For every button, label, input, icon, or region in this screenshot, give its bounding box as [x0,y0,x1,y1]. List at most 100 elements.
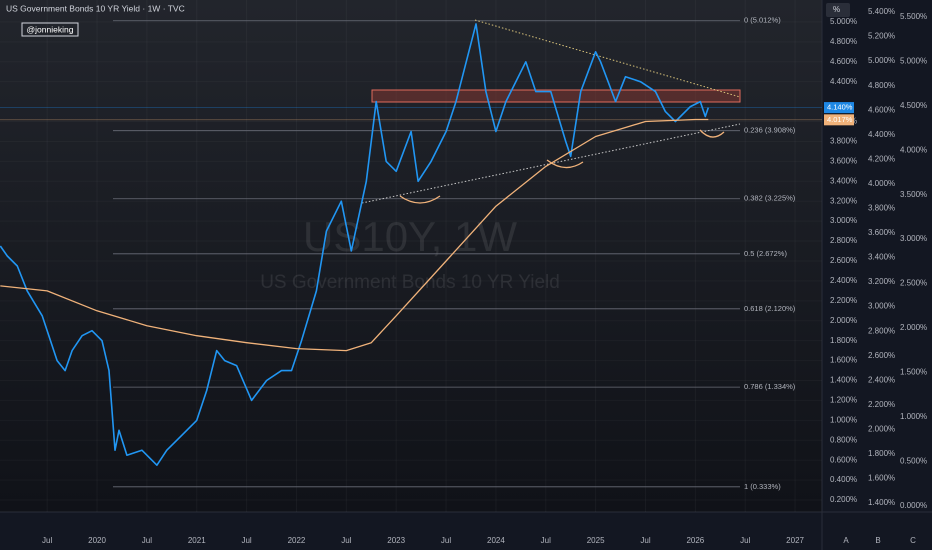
y-tick-label: 1.500% [900,368,927,377]
y-tick-label: 2.600% [830,256,857,265]
arc-annotation [399,195,441,204]
unit-box [826,3,850,17]
y-tick-label: 4.800% [868,81,895,90]
y-tick-label: 0.600% [830,455,857,464]
y-tick-label: 1.600% [868,474,895,483]
y-tick-label: 3.800% [830,137,857,146]
y-tick-label: 4.400% [830,77,857,86]
x-tick-label: Jul [341,536,351,545]
price-scale [822,0,932,550]
fib-label: 0.236 (3.908%) [744,126,796,135]
y-tick-label: 1.400% [868,498,895,507]
author-box [21,22,79,37]
x-tick-label: Jul [541,536,551,545]
y-tick-label: 1.200% [830,396,857,405]
y-tick-label: 4.000% [900,145,927,154]
y-tick-label: 3.800% [868,204,895,213]
unit-label: % [833,5,840,14]
fib-group [113,20,740,488]
price-line [0,23,710,466]
time-scale [0,512,822,550]
scale-label: A [843,536,849,545]
fib-label: 0.382 (3.225%) [744,194,796,203]
x-tick-label: 2021 [188,536,206,545]
watermark: US10Y, 1W [303,213,517,260]
grid [0,0,822,512]
fib-label: 0.5 (2.672%) [744,249,787,258]
axes: Jul 2020 Jul 2021 Jul 2022 Jul 2023 Jul 2024 Jul 20… [42,7,927,545]
price-box-label: 4.017% [827,115,853,124]
y-tick-label: 1.400% [830,376,857,385]
y-tick-label: 3.200% [868,277,895,286]
price-box [824,102,854,114]
y-tick-label: 0.000% [900,501,927,510]
plot-background [0,0,822,512]
y-tick-label: 1.000% [900,412,927,421]
x-tick-label: 2026 [686,536,704,545]
trendline [474,19,741,98]
x-tick-label: Jul [441,536,451,545]
arc-annotation [699,129,725,138]
y-tick-label: 4.400% [868,130,895,139]
moving-average [0,118,709,352]
y-tick-label: 2.800% [868,326,895,335]
author: @jonnieking [27,24,74,34]
fib-label: 1 (0.333%) [744,482,781,491]
y-tick-label: 2.000% [868,424,895,433]
x-tick-label: Jul [740,536,750,545]
y-tick-label: 3.600% [868,228,895,237]
x-tick-label: Jul [142,536,152,545]
scale-label: B [875,536,880,545]
y-tick-label: 3.500% [900,190,927,199]
fib-label: 0 (5.012%) [744,16,781,25]
x-tick-label: 2020 [88,536,106,545]
y-tick-label: 5.500% [900,12,927,21]
resistance-zone [371,89,741,103]
y-tick-label: 0.800% [830,435,857,444]
y-tick-label: 3.400% [830,176,857,185]
chart-title: US Government Bonds 10 YR Yield · 1W · T… [6,3,185,13]
fib-label: 0.618 (2.120%) [744,304,796,313]
y-tick-label: 3.600% [830,156,857,165]
y-tick-label: 1.800% [830,336,857,345]
y-tick-label: 2.000% [900,323,927,332]
y-tick-label: 4.000% [868,179,895,188]
y-tick-label: 4.200% [868,154,895,163]
y-tick-label: 3.000% [830,216,857,225]
series-group [0,23,710,466]
y-tick-label: 5.000% [868,56,895,65]
y-tick-label: 5.400% [868,7,895,16]
price-box [824,114,854,126]
y-tick-label: 1.000% [830,415,857,424]
y-tick-label: 5.000% [830,17,857,26]
y-tick-label: 3.400% [868,253,895,262]
y-tick-label: 2.200% [830,296,857,305]
y-tick-label: 2.400% [868,375,895,384]
x-tick-label: 2023 [387,536,405,545]
x-tick-label: Jul [42,536,52,545]
y-tick-label: 4.600% [830,57,857,66]
y-tick-label: 2.600% [868,351,895,360]
y-tick-label: 5.200% [868,32,895,41]
x-tick-label: 2027 [786,536,804,545]
x-tick-label: 2024 [487,536,505,545]
y-tick-label: 0.200% [830,495,857,504]
y-tick-label: 3.000% [868,302,895,311]
arc-annotation [546,159,584,169]
y-tick-label: 4.600% [868,105,895,114]
y-tick-label: 0.500% [900,456,927,465]
x-tick-label: Jul [640,536,650,545]
fib-label: 0.786 (1.334%) [744,382,796,391]
y-tick-label: 2.500% [900,279,927,288]
y-tick-label: 4.500% [900,101,927,110]
price-box-label: 4.140% [827,103,853,112]
y-tick-label: 1.600% [830,356,857,365]
y-tick-label: 3.000% [900,234,927,243]
x-tick-label: 2025 [587,536,605,545]
y-tick-label: 5.000% [900,56,927,65]
x-tick-label: 2022 [288,536,306,545]
y-tick-label: 3.200% [830,196,857,205]
y-tick-label: 4.800% [830,37,857,46]
y-tick-label: 2.400% [830,276,857,285]
